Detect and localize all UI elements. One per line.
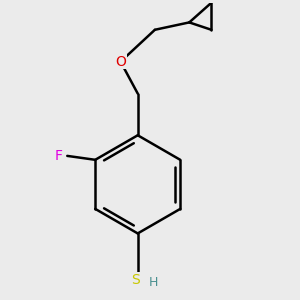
Text: S: S <box>131 273 140 286</box>
Text: O: O <box>115 55 126 69</box>
Text: F: F <box>54 149 62 163</box>
Text: H: H <box>149 276 158 289</box>
